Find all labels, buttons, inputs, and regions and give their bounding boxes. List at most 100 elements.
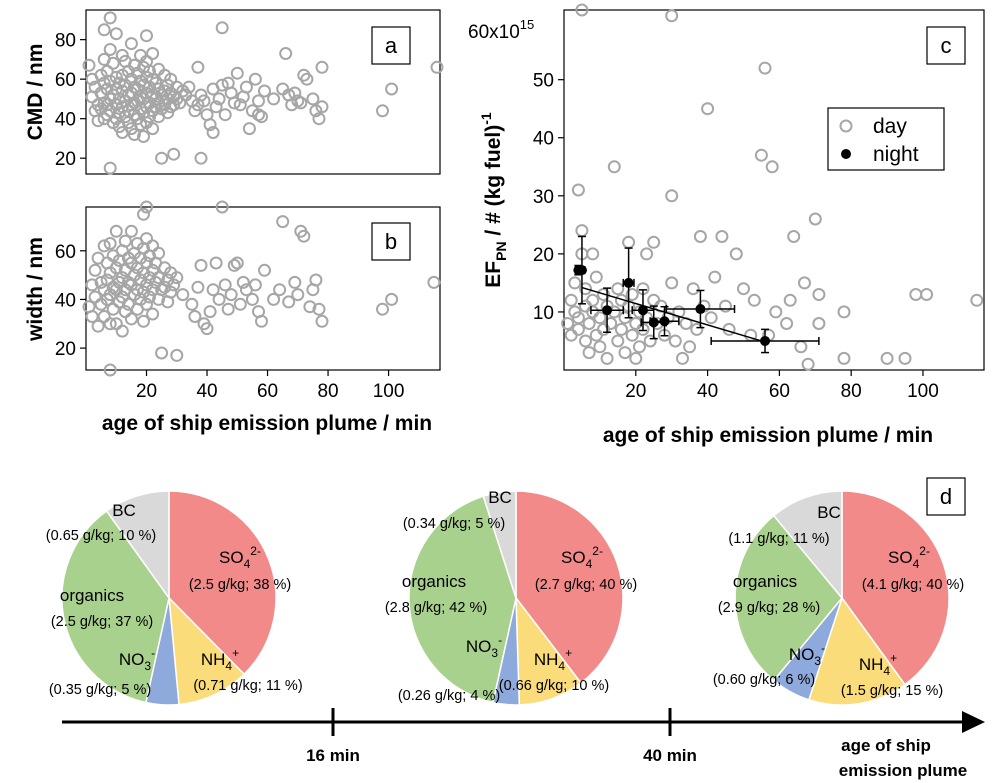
pie-slice: [734, 514, 843, 682]
day-point: [668, 334, 682, 348]
x-tick-label: 80: [841, 381, 862, 402]
day-point: [754, 148, 768, 162]
data-point: [106, 56, 120, 70]
panel-b-frame: [85, 206, 441, 371]
pie-slice-detail: (4.1 g/kg; 40 %): [862, 577, 964, 593]
data-point: [215, 21, 229, 35]
day-point: [794, 340, 808, 354]
data-point: [103, 11, 117, 25]
panel-b-letter-box: [371, 222, 411, 261]
data-point: [103, 43, 117, 56]
panel-c-y-label: EFPN / # (kg fuel)-1: [478, 112, 509, 288]
data-point: [182, 80, 196, 94]
y-tick-label: 20: [55, 339, 76, 360]
day-point: [909, 288, 923, 301]
data-point: [288, 275, 302, 289]
day-point: [920, 288, 934, 301]
panel-a-points: [82, 11, 444, 175]
day-point: [747, 293, 761, 307]
night-marker: [648, 317, 659, 328]
day-point: [665, 276, 679, 290]
data-point: [91, 114, 105, 128]
night-point: [649, 305, 680, 337]
day-point: [704, 311, 718, 325]
data-point: [170, 271, 184, 285]
night-marker: [659, 316, 670, 327]
data-point: [115, 324, 129, 338]
data-point: [218, 108, 232, 122]
day-point: [589, 270, 603, 284]
day-point: [618, 346, 632, 360]
day-point: [801, 357, 815, 371]
day-point: [686, 282, 700, 296]
data-point: [103, 363, 117, 377]
day-point: [665, 9, 679, 23]
day-point: [593, 311, 607, 325]
y-tick-label: 30: [533, 187, 554, 208]
panel-d-pie-group: SO42- (2.5 g/kg; 38 %) NH4+ (0.71 g/kg; 11 …: [46, 488, 964, 706]
day-point: [629, 317, 643, 330]
legend-day-marker: [839, 119, 853, 133]
pie-slice: [515, 490, 624, 685]
legend-day-label: day: [873, 115, 907, 138]
y-tick-label: 60: [55, 242, 76, 263]
day-point: [579, 334, 592, 348]
data-point: [103, 161, 117, 175]
data-point: [185, 297, 199, 311]
data-point: [140, 29, 153, 43]
day-point: [719, 299, 732, 313]
day-point: [715, 230, 729, 243]
day-point: [571, 311, 585, 325]
data-point: [206, 126, 220, 139]
day-point: [708, 270, 722, 284]
data-point: [127, 128, 141, 141]
day-point: [898, 351, 912, 365]
y-tick-label: 80: [55, 31, 76, 52]
panel-c-day-points: [561, 3, 984, 371]
panel-c-frame: [563, 9, 985, 371]
panel-b-y-ticks: 20 40 60: [55, 242, 86, 360]
data-point: [209, 100, 223, 114]
data-point: [97, 23, 111, 37]
timeline-label-40-min: 40 min: [643, 746, 697, 765]
data-point: [206, 283, 220, 297]
night-point: [590, 287, 624, 334]
night-point: [622, 247, 635, 319]
day-point: [575, 3, 589, 17]
data-point: [239, 80, 253, 94]
day-point: [676, 351, 689, 365]
pie-slice-label: NO3-: [466, 633, 502, 660]
day-point: [622, 235, 636, 249]
pie-slice: [168, 595, 246, 706]
data-point: [176, 288, 190, 302]
day-point: [812, 288, 826, 301]
day-point: [568, 276, 582, 290]
night-marker: [623, 277, 634, 288]
y-tick-label: 40: [55, 290, 76, 311]
data-point: [218, 278, 232, 292]
day-point: [582, 317, 596, 330]
data-point: [427, 275, 441, 289]
y-tick-label: 40: [533, 129, 554, 150]
legend-night-label: night: [873, 143, 919, 166]
data-point: [197, 94, 211, 108]
day-point: [607, 160, 621, 174]
data-point: [137, 130, 150, 143]
data-point: [227, 258, 241, 272]
data-point: [137, 207, 150, 221]
day-point: [564, 293, 578, 307]
data-point: [143, 64, 156, 78]
panel-c-legend: day night: [827, 107, 945, 171]
panel-c-fit-line: [581, 286, 762, 342]
pie-slice: [807, 596, 906, 706]
data-point: [267, 292, 281, 306]
panel-c-letter-box: [926, 26, 966, 65]
data-point: [140, 200, 153, 214]
data-point: [385, 82, 399, 96]
data-point: [140, 297, 153, 311]
pie-slice-label: BC: [817, 503, 841, 522]
data-point: [203, 305, 217, 319]
data-point: [137, 78, 150, 92]
panel-c-x-label: age of ship emission plume / min: [603, 424, 933, 447]
data-point: [124, 37, 138, 51]
